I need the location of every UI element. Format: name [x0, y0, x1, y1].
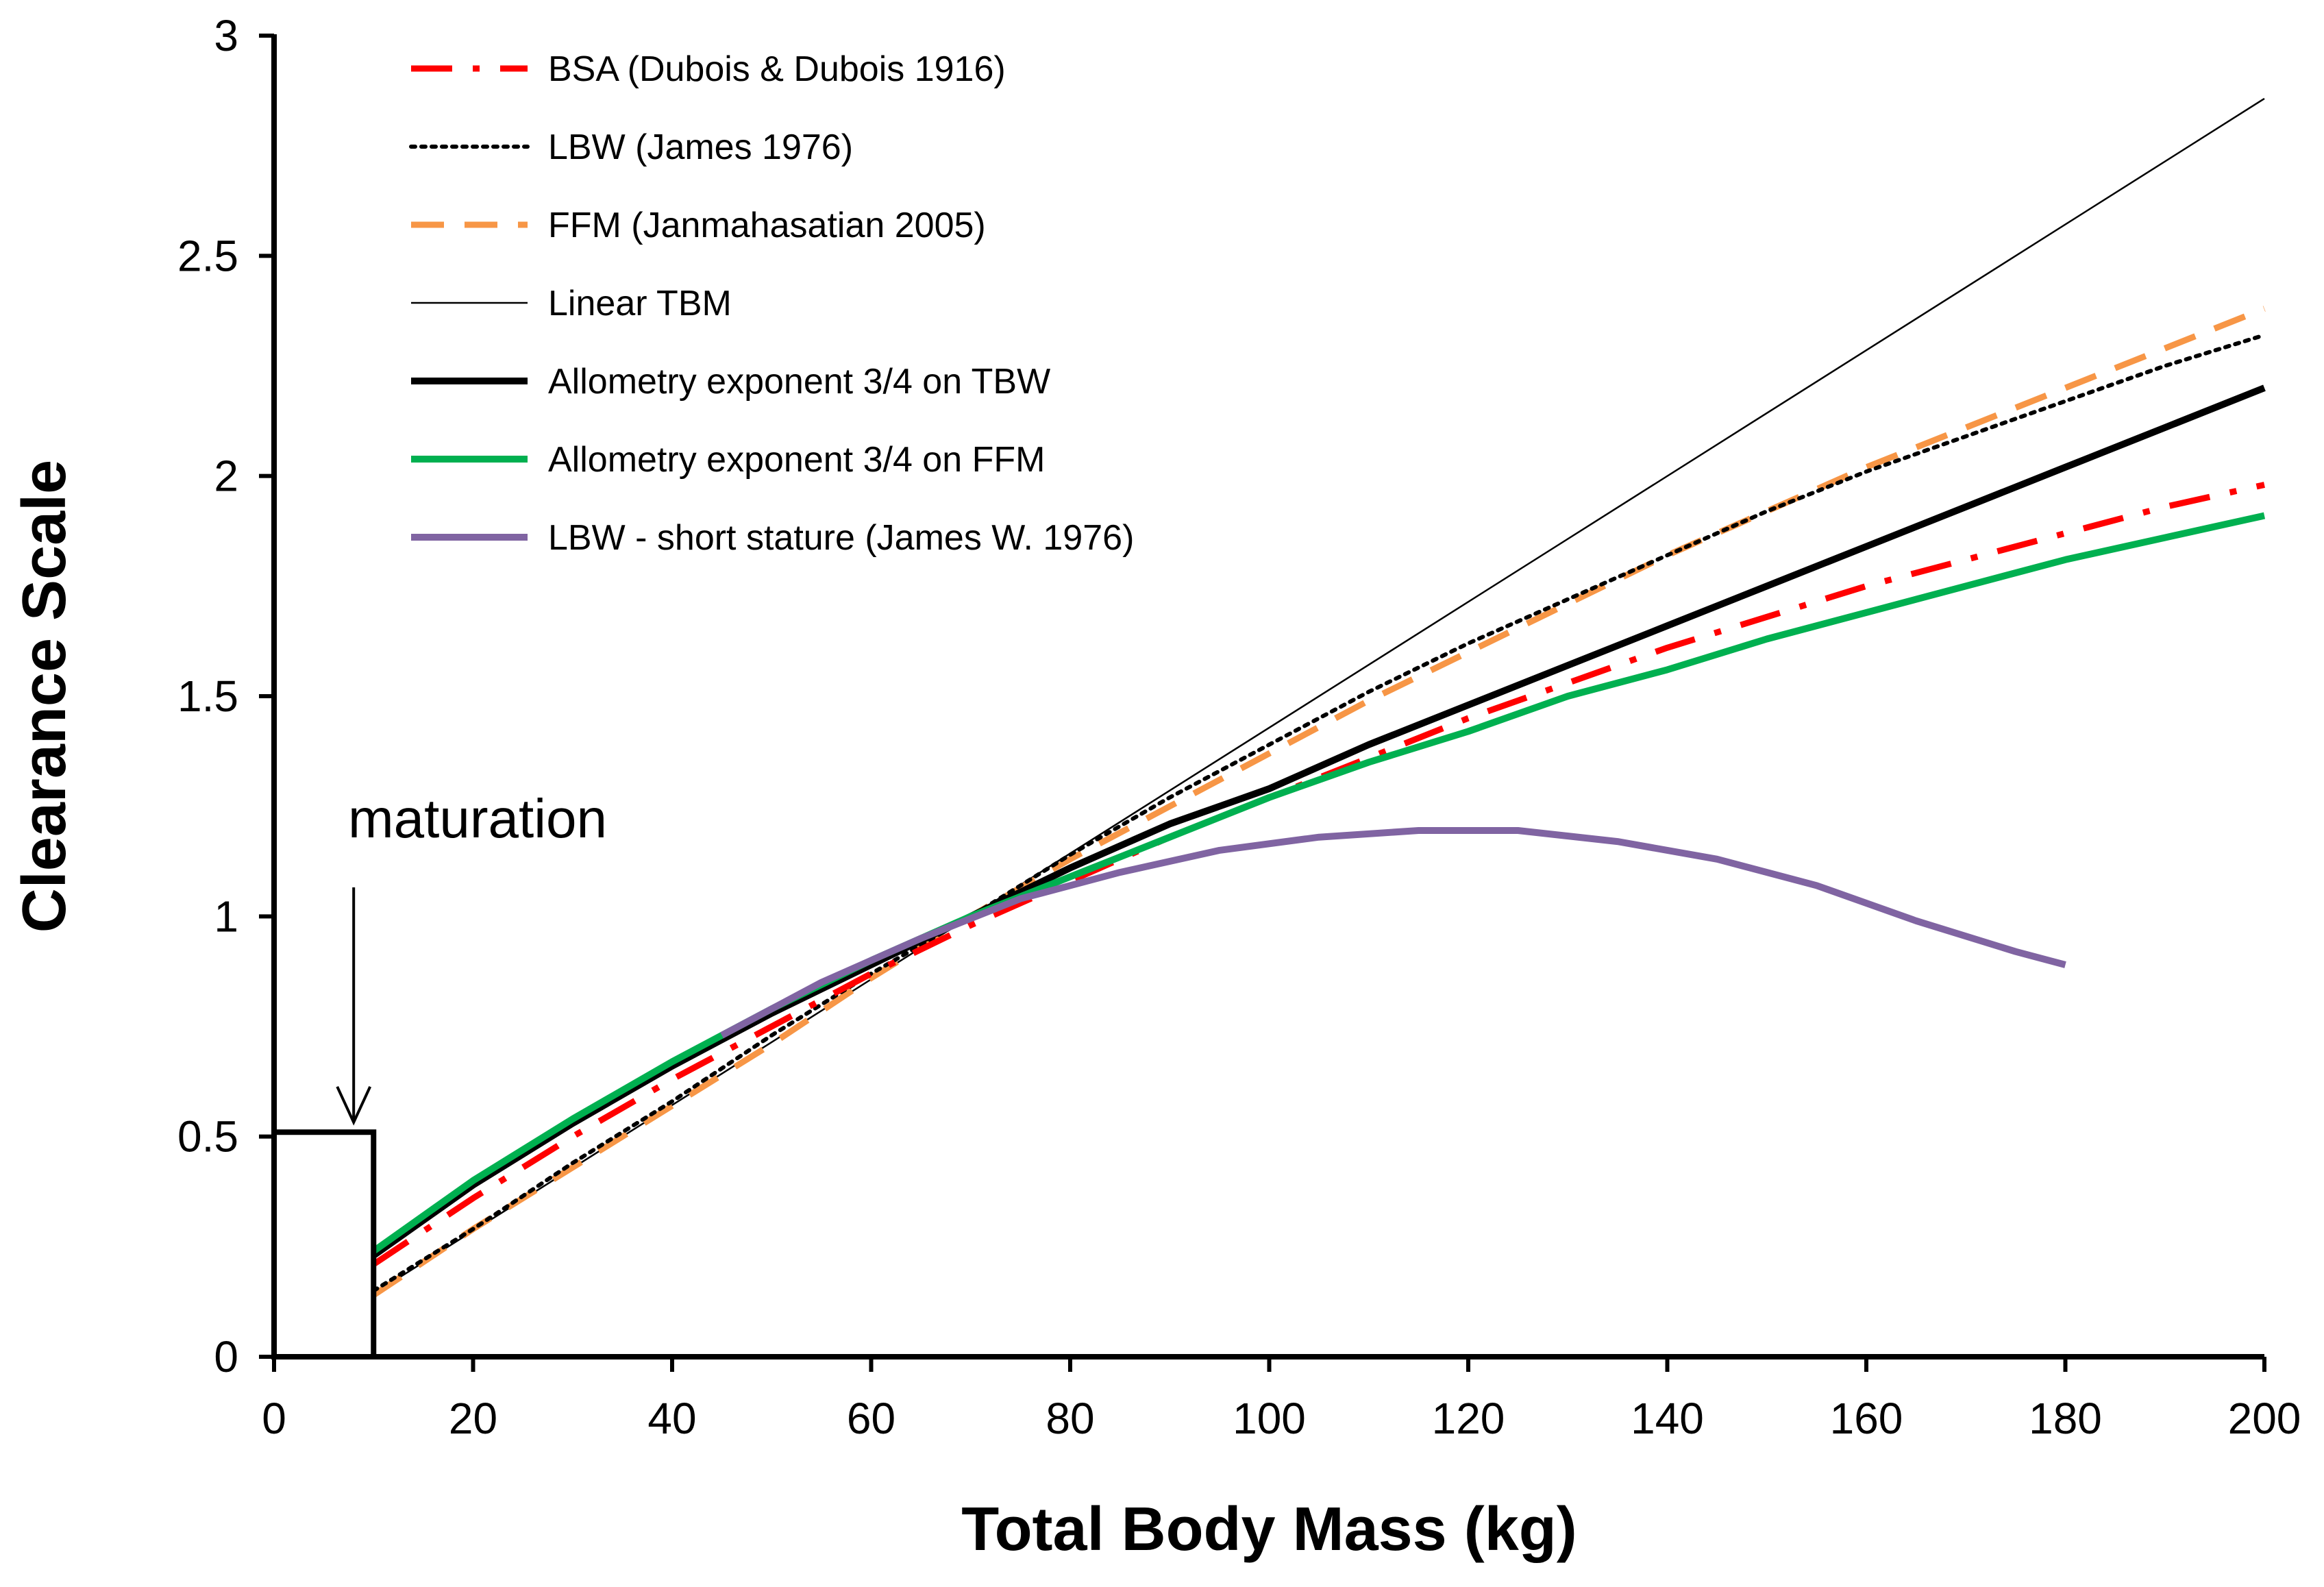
y-tick-label: 1 [214, 891, 238, 941]
x-tick-label: 40 [647, 1394, 696, 1443]
x-axis-title: Total Body Mass (kg) [961, 1495, 1577, 1564]
legend-label: FFM (Janmahasatian 2005) [548, 206, 986, 245]
legend: BSA (Dubois & Dubois 1916) LBW (James 197… [409, 49, 1134, 558]
series-layer [371, 97, 2266, 1298]
x-tick-label: 160 [1830, 1394, 1903, 1443]
series-line-lbw-short-stature-james-w-1976 [720, 827, 2066, 1039]
y-axis-title: Clearance Scale [10, 460, 79, 933]
legend-label: BSA (Dubois & Dubois 1916) [548, 49, 1006, 89]
x-tick-label: 140 [1631, 1394, 1704, 1443]
ticks: 0 20 40 60 80 100 120 140 160 180 200 0 0.5 1 1.5 2 2.5 3 [177, 11, 2301, 1443]
maturation-box [271, 1129, 377, 1360]
series-line-linear-tbm [373, 97, 2265, 1295]
legend-label: LBW - short stature (James W. 1976) [548, 518, 1134, 558]
y-tick-label: 0.5 [177, 1112, 238, 1161]
legend-label: Allometry exponent 3/4 on FFM [548, 440, 1045, 480]
maturation-arrowhead [336, 1085, 372, 1126]
x-tick-label: 20 [449, 1394, 497, 1443]
y-tick-label: 3 [214, 11, 238, 60]
series-line-allometry-exponent-3-4-on-tbw [371, 384, 2266, 1259]
y-tick-label: 1.5 [177, 672, 238, 721]
y-tick-label: 2 [214, 452, 238, 501]
series-line-bsa-dubois-dubois-1916 [371, 482, 2265, 1267]
x-tick-label: 60 [847, 1394, 895, 1443]
legend-label: LBW (James 1976) [548, 127, 853, 167]
maturation-annotation: maturation [336, 788, 607, 1126]
x-tick-label: 180 [2029, 1394, 2102, 1443]
series-line-allometry-exponent-3-4-on-ffm [371, 512, 2266, 1254]
maturation-label: maturation [348, 788, 607, 849]
x-tick-label: 80 [1046, 1394, 1094, 1443]
y-tick-label: 0 [214, 1332, 238, 1381]
legend-label: Linear TBM [548, 284, 732, 323]
x-tick-label: 200 [2228, 1394, 2301, 1443]
x-tick-label: 0 [262, 1394, 286, 1443]
series-line-lbw-james-1976 [371, 333, 2266, 1293]
x-tick-label: 100 [1233, 1394, 1306, 1443]
y-tick-label: 2.5 [177, 231, 238, 280]
x-tick-label: 120 [1432, 1394, 1505, 1443]
legend-label: Allometry exponent 3/4 on TBW [548, 362, 1050, 402]
